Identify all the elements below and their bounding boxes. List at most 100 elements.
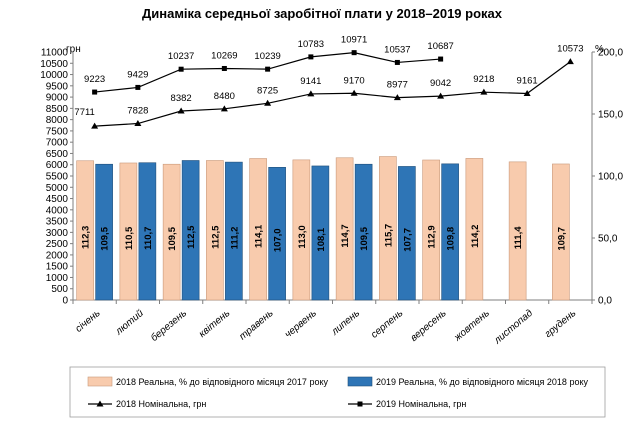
legend-marker-triangle [96,400,104,407]
y-right-tick-label: 150,0 [598,110,623,121]
line-point-label: 10269 [211,50,237,61]
x-tick-label: листопад [492,308,536,347]
bar-label: 112,9 [427,225,438,248]
line-point-triangle [91,122,99,129]
line-point-label: 9170 [344,75,365,86]
bar-label: 107,0 [273,228,284,252]
x-tick-label: липень [329,308,362,338]
bar-series-2-лютий [138,162,157,301]
line-point-triangle [350,89,358,96]
bar-series-2-квітень [225,161,243,301]
y-left-tick-label: 2500 [46,239,69,250]
y-left-tick-label: 2000 [46,250,69,261]
line-point-square [92,89,98,95]
bar-label: 109,8 [446,227,457,251]
legend-label-2019-real: 2019 Реальна, % до відповідного місяця 2… [376,377,588,387]
bar-label: 109,5 [100,226,111,250]
y-left-tick-label: 0 [62,296,68,307]
line-point-square [135,84,141,90]
line-point-label: 9429 [127,69,148,80]
line-point-label: 8725 [257,85,278,96]
y-left-tick-label: 1000 [46,273,69,284]
bar-label: 112,5 [210,225,221,249]
y-right-tick-label: 50,0 [598,234,618,245]
line-point-label: 9161 [517,75,538,86]
y-left-tick-label: 9000 [46,93,69,104]
bar-label: 115,7 [383,224,394,247]
y-left-tick-label: 5500 [46,172,69,183]
bar-series-1-березень [162,163,181,301]
line-point-label: 9218 [473,74,494,85]
line-point-label: 9042 [430,78,451,89]
bar-label: 114,7 [340,224,351,247]
line-point-square [438,56,444,62]
bar-series-2-серпень [398,166,416,301]
bar-label: 111,4 [513,226,524,249]
line-point-label: 10239 [254,51,280,62]
bar-series-2-червень [311,165,330,301]
bar-label: 110,7 [143,227,154,250]
bar-label: 109,5 [167,226,178,250]
line-point-triangle [480,88,488,95]
bar-series-2-січень [95,163,113,301]
legend-label-2018-real: 2018 Реальна, % до відповідного місяця 2… [116,377,328,387]
y-left-tick-label: 11000 [41,48,69,59]
y-left-tick-label: 6000 [46,160,69,171]
bar-series-2-липень [354,163,373,301]
line-series-1 [94,61,571,127]
line-point-triangle [177,107,185,114]
chart-title: Динаміка середньої заробітної плати у 20… [142,6,503,21]
line-point-label: 9141 [300,76,321,87]
y-left-tick-label: 3500 [46,217,69,228]
bar-label: 108,1 [316,227,327,251]
plot-area: 0500100015002000250030003500400045005000… [40,35,623,347]
bar-series-1-серпень [379,156,397,301]
line-point-triangle [437,92,445,99]
y-left-tick-label: 4500 [46,194,69,205]
line-point-label: 7828 [127,106,148,117]
y-left-tick-label: 500 [51,284,68,295]
bar-label: 111,2 [229,227,240,250]
y-left-tick-label: 8500 [46,104,69,115]
legend: 2018 Реальна, % до відповідного місяця 2… [69,366,606,418]
line-point-label: 10237 [168,51,194,62]
bar-series-2-вересень [441,163,459,301]
x-tick-label: грудень [543,308,578,340]
bar-series-1-червень [292,159,311,301]
bar-label: 107,7 [402,228,413,252]
y-left-tick-label: 1500 [46,262,69,273]
y-left-unit: грн [66,44,81,55]
bar-label: 114,1 [254,224,265,248]
x-tick-label: жовтень [452,308,492,344]
bar-label: 109,5 [359,226,370,250]
line-point-triangle [264,99,272,106]
bar-label: 112,5 [186,225,197,249]
line-point-square [394,59,400,65]
line-point-label: 10537 [384,44,410,55]
bar-series-1-вересень [422,159,440,301]
x-tick-label: серпень [369,308,405,341]
legend-swatch-2019-real [347,376,373,387]
y-right-tick-label: 0,0 [598,296,612,307]
line-point-label: 8382 [171,93,192,104]
line-point-triangle [566,58,574,65]
y-left-tick-label: 10000 [40,70,68,81]
y-right-tick-label: 200,0 [598,48,623,59]
line-point-triangle [220,105,228,112]
y-left-tick-label: 5000 [46,183,69,194]
x-tick-label: квітень [197,308,232,340]
line-point-square [308,54,314,60]
y-left-tick-label: 7500 [46,126,69,137]
x-tick-label: січень [73,308,102,335]
y-left-tick-label: 4000 [46,205,69,216]
y-left-tick-label: 10500 [40,59,68,70]
line-point-label: 8977 [387,80,408,91]
bar-series-1-грудень [552,163,570,301]
legend-label-2018-nominal: 2018 Номінальна, грн [116,399,206,409]
y-left-tick-label: 8000 [46,115,69,126]
y-left-tick-label: 3000 [46,228,69,239]
line-point-square [221,65,227,71]
bar-label: 109,7 [556,227,567,251]
y-right-tick-label: 100,0 [598,172,623,183]
